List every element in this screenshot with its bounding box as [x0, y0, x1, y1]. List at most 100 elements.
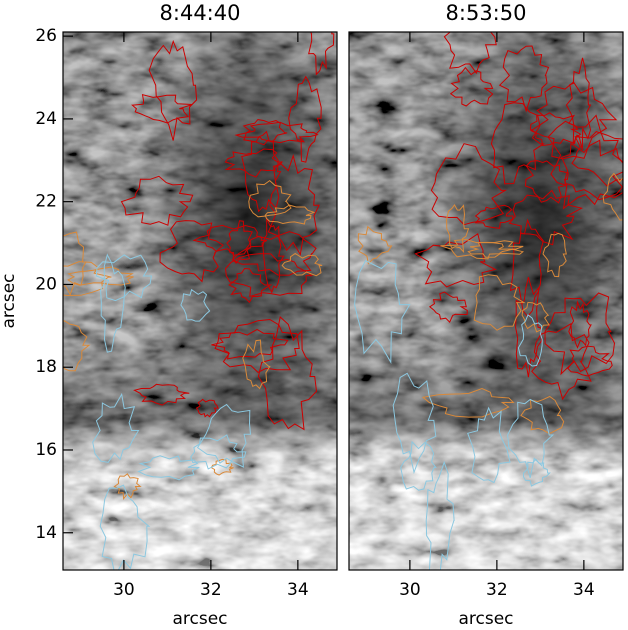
- contour-red: [195, 398, 219, 418]
- contour-red: [508, 189, 584, 246]
- contour-orange: [521, 301, 550, 333]
- contour-cyan: [92, 392, 140, 463]
- contour-red: [131, 94, 193, 124]
- contour-orange: [446, 203, 470, 254]
- contour-cyan: [196, 403, 252, 468]
- contour-cyan: [190, 434, 247, 470]
- contour-red: [262, 217, 285, 294]
- umbra: [349, 32, 623, 570]
- contour-red: [509, 218, 544, 318]
- y-tick-label: 20: [35, 274, 57, 294]
- contour-red: [120, 175, 194, 226]
- contour-orange: [357, 225, 393, 265]
- panel-title: 8:44:40: [160, 1, 241, 25]
- contour-cyan: [99, 484, 151, 570]
- contour-red: [443, 32, 497, 75]
- x-axis-label: arcsec: [458, 609, 513, 629]
- contour-cyan: [425, 460, 455, 570]
- contour-orange: [63, 231, 87, 296]
- panel-frame: [348, 31, 624, 571]
- contour-orange: [602, 172, 623, 221]
- contour-orange: [281, 252, 323, 277]
- panel-title: 8:53:50: [446, 1, 527, 25]
- contour-cyan: [392, 372, 437, 475]
- contour-red: [515, 277, 543, 378]
- contour-red: [257, 316, 318, 431]
- contour-cyan: [137, 455, 200, 481]
- x-tick-label: 30: [399, 580, 421, 600]
- contour-red: [241, 130, 282, 213]
- contour-orange: [467, 240, 525, 258]
- contour-cyan: [95, 254, 152, 302]
- x-tick-label: 34: [573, 580, 595, 600]
- contour-red: [524, 160, 569, 204]
- contour-red: [133, 383, 190, 406]
- contour-red: [308, 32, 335, 76]
- contour-cyan: [517, 314, 543, 367]
- contour-red: [474, 204, 514, 229]
- contour-red: [228, 267, 273, 304]
- umbra: [63, 32, 337, 570]
- contour-red: [428, 291, 468, 323]
- y-tick-label: 14: [35, 523, 57, 543]
- y-tick-label: 26: [35, 26, 57, 46]
- contour-cyan: [400, 440, 437, 491]
- contours: [63, 32, 335, 570]
- contour-red: [565, 57, 592, 151]
- x-axis-label: arcsec: [172, 609, 227, 629]
- contour-orange: [113, 473, 142, 501]
- y-tick-label: 24: [35, 109, 57, 129]
- contour-orange: [473, 274, 526, 331]
- contour-cyan: [100, 253, 126, 353]
- contour-cyan: [507, 398, 555, 478]
- contour-red: [224, 253, 314, 298]
- contour-orange: [242, 339, 271, 390]
- contour-red: [148, 39, 198, 141]
- contours: [354, 32, 623, 570]
- contour-red: [214, 318, 300, 374]
- contour-orange: [542, 232, 567, 278]
- y-tick-label: 22: [35, 192, 57, 212]
- solar-image: [63, 32, 337, 570]
- x-tick-label: 34: [287, 580, 309, 600]
- contour-red: [288, 75, 322, 163]
- contour-orange: [440, 238, 514, 260]
- contour-orange: [264, 204, 316, 225]
- contour-red: [529, 112, 582, 147]
- x-tick-label: 30: [113, 580, 135, 600]
- contour-cyan: [180, 288, 211, 322]
- contour-red: [449, 66, 494, 107]
- contour-red: [544, 292, 616, 376]
- contour-cyan: [467, 406, 511, 484]
- contour-red: [159, 220, 224, 283]
- panel-frame: [62, 31, 338, 571]
- y-tick-label: 16: [35, 440, 57, 460]
- contour-red: [242, 119, 288, 146]
- contour-red: [224, 148, 283, 178]
- contour-orange: [63, 320, 91, 372]
- contour-red: [231, 231, 317, 276]
- contour-red: [531, 322, 592, 401]
- contour-red: [529, 81, 618, 160]
- contour-red: [226, 220, 253, 264]
- contour-orange: [248, 179, 292, 218]
- contour-orange: [520, 395, 565, 435]
- contour-red: [267, 153, 320, 256]
- contour-cyan: [354, 259, 411, 365]
- contour-cyan: [522, 458, 551, 487]
- y-axis-label: arcsec: [0, 273, 19, 328]
- contour-red: [192, 224, 268, 256]
- contour-red: [547, 114, 623, 210]
- contour-red: [498, 45, 550, 113]
- contour-red: [568, 300, 592, 349]
- contour-red: [571, 131, 623, 187]
- x-tick-label: 32: [200, 580, 222, 600]
- y-tick-label: 18: [35, 357, 57, 377]
- contour-red: [430, 143, 508, 226]
- x-tick-label: 32: [486, 580, 508, 600]
- contour-red: [567, 345, 613, 377]
- contour-orange: [63, 261, 112, 297]
- solar-image: [349, 32, 623, 570]
- contour-orange: [421, 387, 515, 418]
